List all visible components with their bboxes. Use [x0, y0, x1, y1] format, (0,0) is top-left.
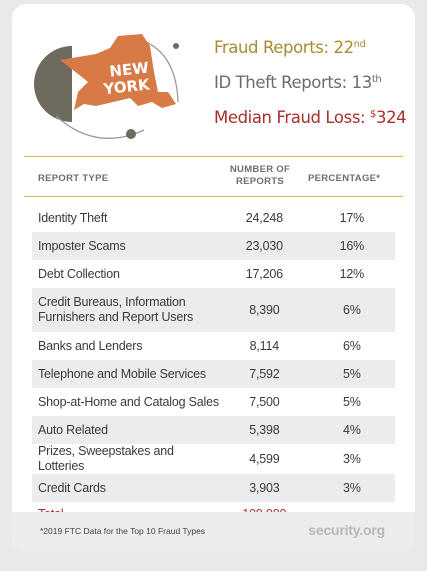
row-type: Credit Cards	[32, 474, 220, 502]
table-row: Auto Related 5,398 4%	[32, 416, 395, 444]
row-type: Debt Collection	[38, 266, 120, 281]
row-percentage: 6%	[343, 339, 361, 353]
table-row: Telephone and Mobile Services 7,592 5%	[32, 360, 395, 388]
fraud-reports-stat: Fraud Reports: 22nd	[214, 38, 366, 57]
row-count: 23,030	[219, 232, 309, 260]
row-percentage: 4%	[308, 416, 395, 444]
orbit-dot-small	[173, 43, 179, 49]
table-header: REPORT TYPE NUMBER OF REPORTS PERCENTAGE*	[24, 160, 403, 196]
footnote: *2019 FTC Data for the Top 10 Fraud Type…	[40, 526, 206, 536]
row-count: 5,398	[219, 416, 309, 444]
col-header-number-of-reports: NUMBER OF REPORTS	[229, 164, 291, 187]
row-type: Shop-at-Home and Catalog Sales	[38, 394, 219, 409]
row-count: 7,500	[249, 395, 280, 409]
row-type: Imposter Scams	[32, 232, 220, 260]
row-type: Identity Theft	[38, 210, 108, 225]
row-count: 4,599	[249, 452, 280, 466]
footer: *2019 FTC Data for the Top 10 Fraud Type…	[12, 512, 415, 552]
table-row: Credit Cards 3,903 3%	[32, 474, 395, 502]
orbit-dot	[126, 129, 136, 139]
row-count: 7,592	[219, 360, 309, 388]
table-row: Credit Bureaus, Information Furnishers a…	[32, 288, 395, 332]
svg-text:NEW: NEW	[109, 59, 150, 81]
table-row: Identity Theft 24,248 17%	[32, 204, 395, 232]
infographic-card: NEW YORK Fraud Reports: 22nd ID Theft Re…	[12, 4, 415, 552]
row-count: 3,903	[219, 474, 309, 502]
state-shape	[60, 34, 176, 110]
row-count: 8,114	[249, 339, 280, 353]
row-percentage: 5%	[343, 395, 361, 409]
table-row: Debt Collection 17,206 12%	[32, 260, 395, 288]
row-count: 8,390	[219, 288, 309, 332]
new-york-state-icon: NEW YORK	[34, 34, 179, 139]
table-row: Banks and Lenders 8,114 6%	[32, 332, 395, 360]
table-row: Shop-at-Home and Catalog Sales 7,500 5%	[32, 388, 395, 416]
fraud-report-table: Identity Theft 24,248 17% Imposter Scams 23,…	[32, 204, 395, 526]
median-fraud-loss-stat: Median Fraud Loss: $324	[214, 108, 407, 127]
svg-text:YORK: YORK	[102, 75, 152, 98]
brand-logo: security.org	[308, 522, 385, 538]
row-count: 24,248	[245, 211, 283, 225]
row-percentage: 3%	[343, 452, 361, 466]
col-header-percentage: PERCENTAGE*	[308, 173, 381, 184]
table-row: Imposter Scams 23,030 16%	[32, 232, 395, 260]
row-percentage: 12%	[339, 267, 365, 281]
row-percentage: 16%	[308, 232, 395, 260]
row-percentage: 3%	[308, 474, 395, 502]
row-type: Auto Related	[32, 416, 220, 444]
row-percentage: 5%	[308, 360, 395, 388]
row-type: Banks and Lenders	[38, 338, 143, 353]
stats-panel: Fraud Reports: 22nd ID Theft Reports: 13…	[214, 38, 414, 143]
header-divider-bottom	[24, 196, 403, 197]
row-count: 17,206	[245, 267, 283, 281]
row-percentage: 6%	[308, 288, 395, 332]
col-header-report-type: REPORT TYPE	[38, 173, 109, 184]
row-percentage: 17%	[339, 211, 365, 225]
row-type: Telephone and Mobile Services	[32, 360, 220, 388]
header-divider-top	[24, 156, 403, 157]
table-row: Prizes, Sweepstakes and Lotteries 4,599 3%	[32, 444, 395, 474]
row-type: Credit Bureaus, Information Furnishers a…	[32, 288, 220, 332]
id-theft-reports-stat: ID Theft Reports: 13th	[214, 73, 382, 92]
row-type: Prizes, Sweepstakes and Lotteries	[38, 444, 174, 473]
